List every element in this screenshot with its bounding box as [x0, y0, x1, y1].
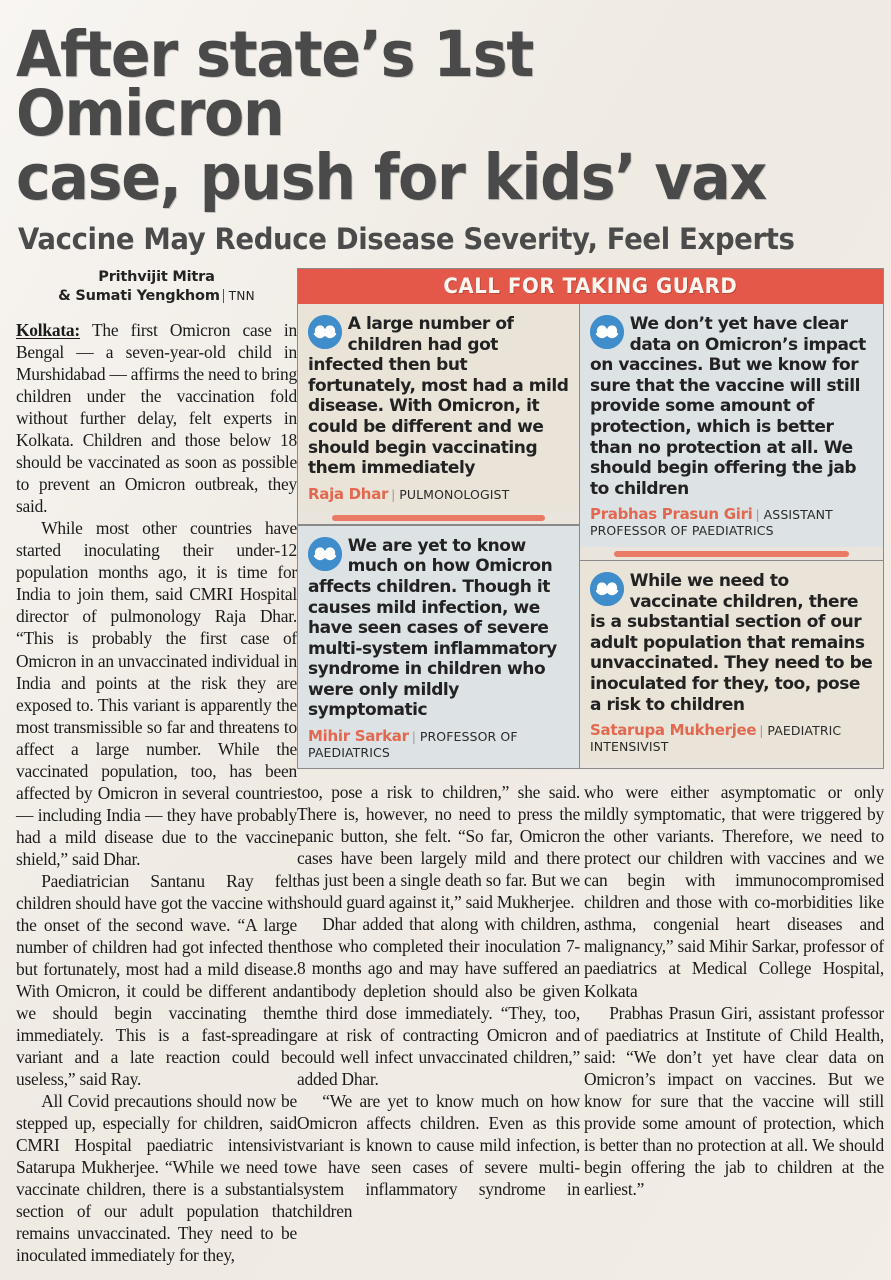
quote-text: While we need to vaccinate children, the… [590, 571, 873, 715]
card-divider-line [298, 524, 579, 526]
quote-attribution: Mihir Sarkar | PROFESSOR OF PAEDIATRICS [308, 726, 569, 760]
paragraph: All Covid precautions should now be step… [16, 1090, 297, 1265]
byline-author-1: Prithvijit Mitra [98, 269, 215, 286]
card-divider-line [580, 559, 883, 562]
headline-line-2: case, push for kids’ vax [16, 141, 767, 215]
quote-text: We don’t yet have clear data on Omicron’… [590, 314, 866, 499]
quote-icon [590, 572, 624, 607]
quote-author-role: PAEDIATRIC INTENSIVIST [590, 723, 842, 754]
attribution-separator: | [391, 486, 396, 502]
quote-author-role: ASSISTANT PROFESSOR OF PAEDIATRICS [590, 507, 833, 538]
quote-author-name: Satarupa Mukherjee [590, 721, 757, 740]
column-2: too, pose a risk to children,” she said.… [297, 781, 580, 1221]
guard-banner: CALL FOR TAKING GUARD [298, 269, 883, 305]
accent-divider [614, 550, 849, 557]
quote-card: While we need to vaccinate children, the… [580, 561, 883, 763]
paragraph: Kolkata: The first Omicron case in Benga… [16, 319, 297, 517]
call-for-taking-guard-box: CALL FOR TAKING GUARD [297, 268, 884, 770]
paragraph: who were either asymptomatic or only mil… [584, 782, 884, 1001]
quote-author-name: Raja Dhar [308, 484, 389, 503]
right-region: CALL FOR TAKING GUARD [297, 268, 884, 1222]
quote-attribution: Prabhas Prasun Giri | ASSISTANT PROFESSOR … [590, 505, 873, 538]
headline-line-1: After state’s 1st Omicron [16, 18, 534, 150]
masthead: After state’s 1st Omicron case, push for… [0, 0, 891, 254]
attribution-separator: | [411, 728, 416, 744]
attribution-separator: | [759, 723, 764, 739]
attribution-separator: | [755, 507, 760, 523]
paragraph: too, pose a risk to children,” she said.… [297, 782, 580, 913]
column-3-text: who were either asymptomatic or only mil… [584, 781, 884, 1199]
quote-author-name: Prabhas Prasun Giri [590, 505, 753, 524]
lower-columns: too, pose a risk to children,” she said.… [297, 781, 884, 1221]
guard-banner-title: CALL FOR TAKING GUARD [443, 274, 738, 299]
dateline: Kolkata: [16, 320, 80, 341]
column-2-text: too, pose a risk to children,” she said.… [297, 781, 580, 1221]
paragraph: Prabhas Prasun Giri, assistant professor… [584, 1002, 884, 1199]
quote-card: A large number of children had got infec… [298, 304, 579, 512]
column-1-text: Kolkata: The first Omicron case in Benga… [16, 319, 297, 1266]
quote-card: We don’t yet have clear data on Omicron’… [580, 304, 883, 547]
paragraph: “We are yet to know much on how Omicron … [297, 1090, 580, 1221]
quote-icon [308, 315, 342, 350]
quote-icon [308, 536, 342, 571]
paragraph: Paediatrician Santanu Ray felt children … [16, 870, 297, 1089]
byline-agency: TNN [222, 288, 255, 303]
guard-column-left: A large number of children had got infec… [298, 304, 580, 769]
quote-text: We are yet to know much on how Omicron a… [308, 535, 557, 721]
column-3: who were either asymptomatic or only mil… [584, 781, 884, 1221]
quote-icon [590, 315, 624, 350]
guard-column-right: We don’t yet have clear data on Omicron’… [580, 304, 883, 768]
subheadline: Vaccine May Reduce Disease Severity, Fee… [18, 221, 795, 256]
article-body: Prithvijit Mitra & Sumati Yengkhom TNN Ko… [0, 254, 891, 1266]
quote-author-role: PULMONOLOGIST [399, 486, 510, 502]
byline-author-2: & Sumati Yengkhom [58, 287, 220, 304]
paragraph: While most other countries have started … [16, 518, 297, 869]
quote-text: A large number of children had got infec… [308, 314, 569, 479]
quote-author-role: PROFESSOR OF PAEDIATRICS [308, 728, 518, 760]
byline: Prithvijit Mitra & Sumati Yengkhom TNN [16, 268, 297, 305]
quote-attribution: Satarupa Mukherjee | PAEDIATRIC INTENSIVIS… [590, 721, 873, 754]
quote-card: We are yet to know much on how Omicron a… [298, 525, 579, 769]
quote-attribution: Raja Dhar | PULMONOLOGIST [308, 484, 569, 504]
column-1: Prithvijit Mitra & Sumati Yengkhom TNN Ko… [16, 268, 297, 1266]
page-title: After state’s 1st Omicron case, push for… [16, 23, 817, 215]
paragraph: Dhar added that along with children, tho… [297, 914, 580, 1089]
quote-author-name: Mihir Sarkar [308, 726, 409, 745]
paragraph-text: The first Omicron case in Bengal — a sev… [16, 320, 297, 517]
accent-divider [332, 515, 545, 522]
